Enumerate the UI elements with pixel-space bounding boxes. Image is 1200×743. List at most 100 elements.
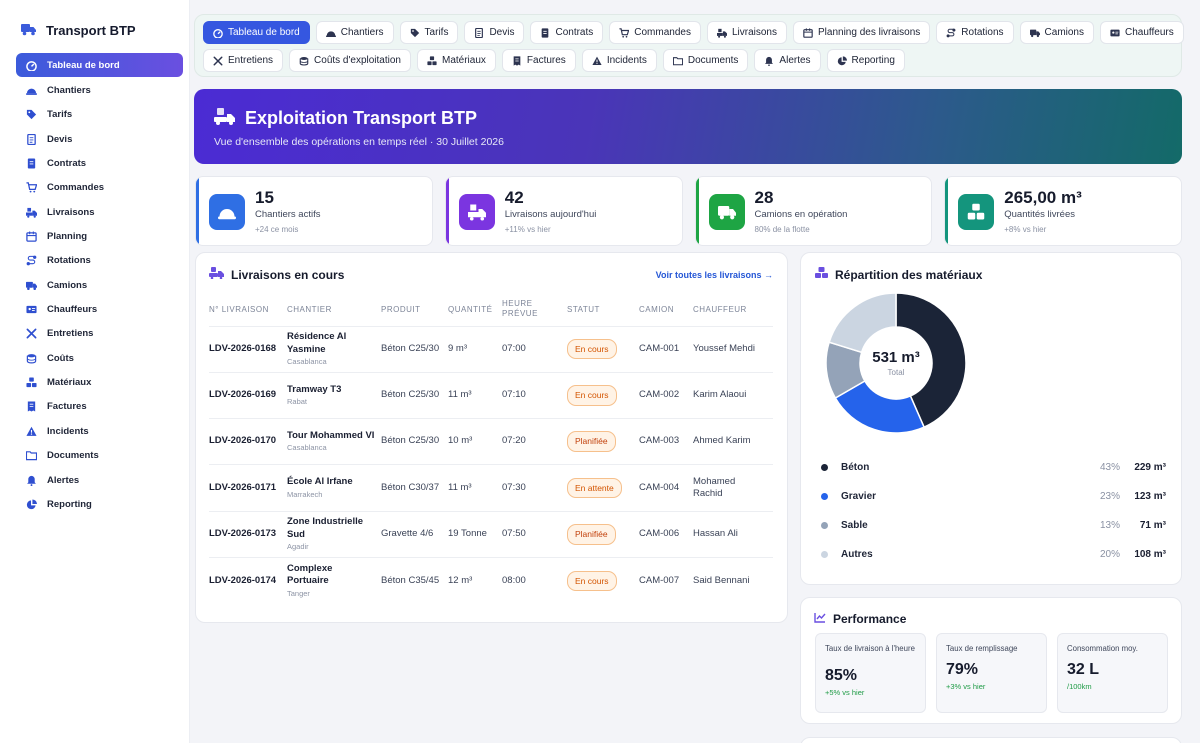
tab-factures[interactable]: Factures [501, 49, 576, 72]
table-row[interactable]: LDV-2026-0168 Résidence Al Yasmine Casabl… [209, 325, 773, 373]
page-subtitle: Vue d'ensemble des opérations en temps r… [214, 136, 504, 148]
sidebar-item-planning[interactable]: Planning [16, 225, 183, 248]
tab-camions[interactable]: Camions [1019, 21, 1094, 44]
column-header[interactable]: CHAUFFEUR [693, 304, 747, 314]
tab-tarifs[interactable]: Tarifs [399, 21, 459, 44]
column-header[interactable]: N° LIVRAISON [209, 304, 269, 314]
sidebar-item-camions[interactable]: Camions [16, 274, 183, 297]
tab-label: Chantiers [340, 27, 384, 38]
column-header[interactable]: CAMION [639, 304, 674, 314]
sidebar-item-tableau-de-bord[interactable]: Tableau de bord [16, 53, 183, 77]
sidebar-item-rotations[interactable]: Rotations [16, 249, 183, 272]
legend-dot [821, 464, 828, 471]
legend-value: 123 m³ [1134, 491, 1166, 502]
sidebar-item-label: Tarifs [47, 109, 73, 121]
table-row[interactable]: LDV-2026-0170 Tour Mohammed VI Casablanca… [209, 418, 773, 465]
tab-chauffeurs[interactable]: Chauffeurs [1100, 21, 1184, 44]
sidebar-item-tarifs[interactable]: Tarifs [16, 103, 183, 126]
column-header[interactable]: STATUT [567, 304, 600, 314]
sidebar-item-chantiers[interactable]: Chantiers [16, 79, 183, 102]
stat-value: 28 [754, 188, 774, 207]
tab-incidents[interactable]: Incidents [581, 49, 657, 72]
tab-livraisons[interactable]: Livraisons [706, 21, 787, 44]
donut-slice-beton[interactable] [895, 292, 967, 429]
column-header[interactable]: CHANTIER [287, 304, 332, 314]
sidebar-item-commandes[interactable]: Commandes [16, 176, 183, 199]
table-row[interactable]: LDV-2026-0174 Complexe Portuaire Tanger B… [209, 556, 773, 604]
table-row[interactable]: LDV-2026-0171 École Al Irfane Marrakech B… [209, 464, 773, 512]
column-header[interactable]: HEURE PRÉVUE [502, 299, 538, 319]
status-cell: En cours [567, 371, 639, 419]
legend-item[interactable]: Gravier 23% 123 m³ [821, 482, 1166, 511]
tab-reporting[interactable]: Reporting [826, 49, 905, 72]
table-row[interactable]: LDV-2026-0169 Tramway T3 Rabat Béton C25/… [209, 371, 773, 419]
kpi-delta: /100km [1067, 682, 1092, 691]
view-all-deliveries-link[interactable]: Voir toutes les livraisons → [655, 269, 773, 280]
tab-couts-d-exploitation[interactable]: Coûts d'exploitation [289, 49, 411, 72]
tab-chantiers[interactable]: Chantiers [315, 21, 394, 44]
sidebar-item-materiaux[interactable]: Matériaux [16, 371, 183, 394]
brand[interactable]: Transport BTP [0, 0, 189, 53]
truck-icon [708, 194, 745, 230]
tab-tableau-de-bord[interactable]: Tableau de bord [203, 21, 310, 44]
quantity: 10 m³ [448, 418, 502, 465]
sidebar-item-factures[interactable]: Factures [16, 395, 183, 418]
legend-item[interactable]: Sable 13% 71 m³ [821, 511, 1166, 540]
status-badge: En cours [567, 385, 617, 406]
stat-label: Camions en opération [754, 209, 848, 220]
legend-item[interactable]: Autres 20% 108 m³ [821, 540, 1166, 569]
sidebar-item-livraisons[interactable]: Livraisons [16, 201, 183, 224]
cubes-icon [26, 377, 37, 388]
sidebar-item-incidents[interactable]: Incidents [16, 420, 183, 443]
sidebar-item-couts[interactable]: Coûts [16, 347, 183, 370]
materials-legend: Béton 43% 229 m³ Gravier 23% 123 m³ Sabl… [821, 453, 1166, 569]
sidebar-item-contrats[interactable]: Contrats [16, 152, 183, 175]
stat-card[interactable]: 265,00 m³ Quantités livrées +8% vs hier [944, 176, 1182, 246]
truck-icon [1029, 28, 1040, 38]
sidebar-item-label: Documents [47, 450, 99, 462]
id-card-icon [1110, 28, 1120, 38]
dashboard-icon [213, 28, 223, 38]
materials-title: Répartition des matériaux [835, 267, 983, 282]
sidebar-item-label: Planning [47, 231, 88, 243]
tab-materiaux[interactable]: Matériaux [417, 49, 496, 72]
tab-documents[interactable]: Documents [662, 49, 749, 72]
tab-alertes[interactable]: Alertes [754, 49, 821, 72]
kpi-value: 32 L [1067, 661, 1100, 678]
column-header[interactable]: QUANTITÉ [448, 304, 493, 314]
tab-label: Camions [1044, 27, 1084, 38]
tab-label: Rotations [961, 27, 1004, 38]
stat-card[interactable]: 42 Livraisons aujourd'hui +11% vs hier [444, 176, 683, 246]
legend-name: Gravier [841, 491, 877, 502]
legend-item[interactable]: Béton 43% 229 m³ [821, 453, 1166, 482]
sidebar-item-documents[interactable]: Documents [16, 444, 183, 467]
legend-dot [821, 493, 828, 500]
stat-card[interactable]: 28 Camions en opération 80% de la flotte [694, 176, 933, 246]
tab-planning-des-livraisons[interactable]: Planning des livraisons [793, 21, 931, 44]
tab-rotations[interactable]: Rotations [936, 21, 1014, 44]
tab-entretiens[interactable]: Entretiens [203, 49, 284, 72]
sidebar-item-entretiens[interactable]: Entretiens [16, 322, 183, 345]
truck-logo-icon [21, 22, 37, 39]
app-title: Transport BTP [46, 23, 136, 38]
legend-value: 229 m³ [1134, 462, 1166, 473]
stat-sub: +24 ce mois [255, 225, 299, 234]
delivery-number: LDV-2026-0169 [209, 371, 287, 419]
tab-commandes[interactable]: Commandes [609, 21, 701, 44]
legend-dot [821, 551, 828, 558]
sidebar-item-alertes[interactable]: Alertes [16, 469, 183, 492]
sidebar-item-chauffeurs[interactable]: Chauffeurs [16, 298, 183, 321]
legend-name: Autres [841, 549, 873, 560]
tab-devis[interactable]: Devis [464, 21, 525, 44]
scheduled-time: 07:30 [502, 464, 567, 512]
scheduled-time: 07:50 [502, 510, 567, 558]
tab-contrats[interactable]: Contrats [530, 21, 604, 44]
product: Béton C35/45 [381, 556, 448, 604]
status-cell: En attente [567, 464, 639, 512]
table-row[interactable]: LDV-2026-0173 Zone Industrielle Sud Agadi… [209, 510, 773, 558]
stat-card[interactable]: 15 Chantiers actifs +24 ce mois [195, 176, 433, 246]
sidebar-item-devis[interactable]: Devis [16, 128, 183, 151]
sidebar-item-reporting[interactable]: Reporting [16, 493, 183, 516]
column-header[interactable]: PRODUIT [381, 304, 421, 314]
driver-name: Hassan Ali [693, 510, 773, 558]
